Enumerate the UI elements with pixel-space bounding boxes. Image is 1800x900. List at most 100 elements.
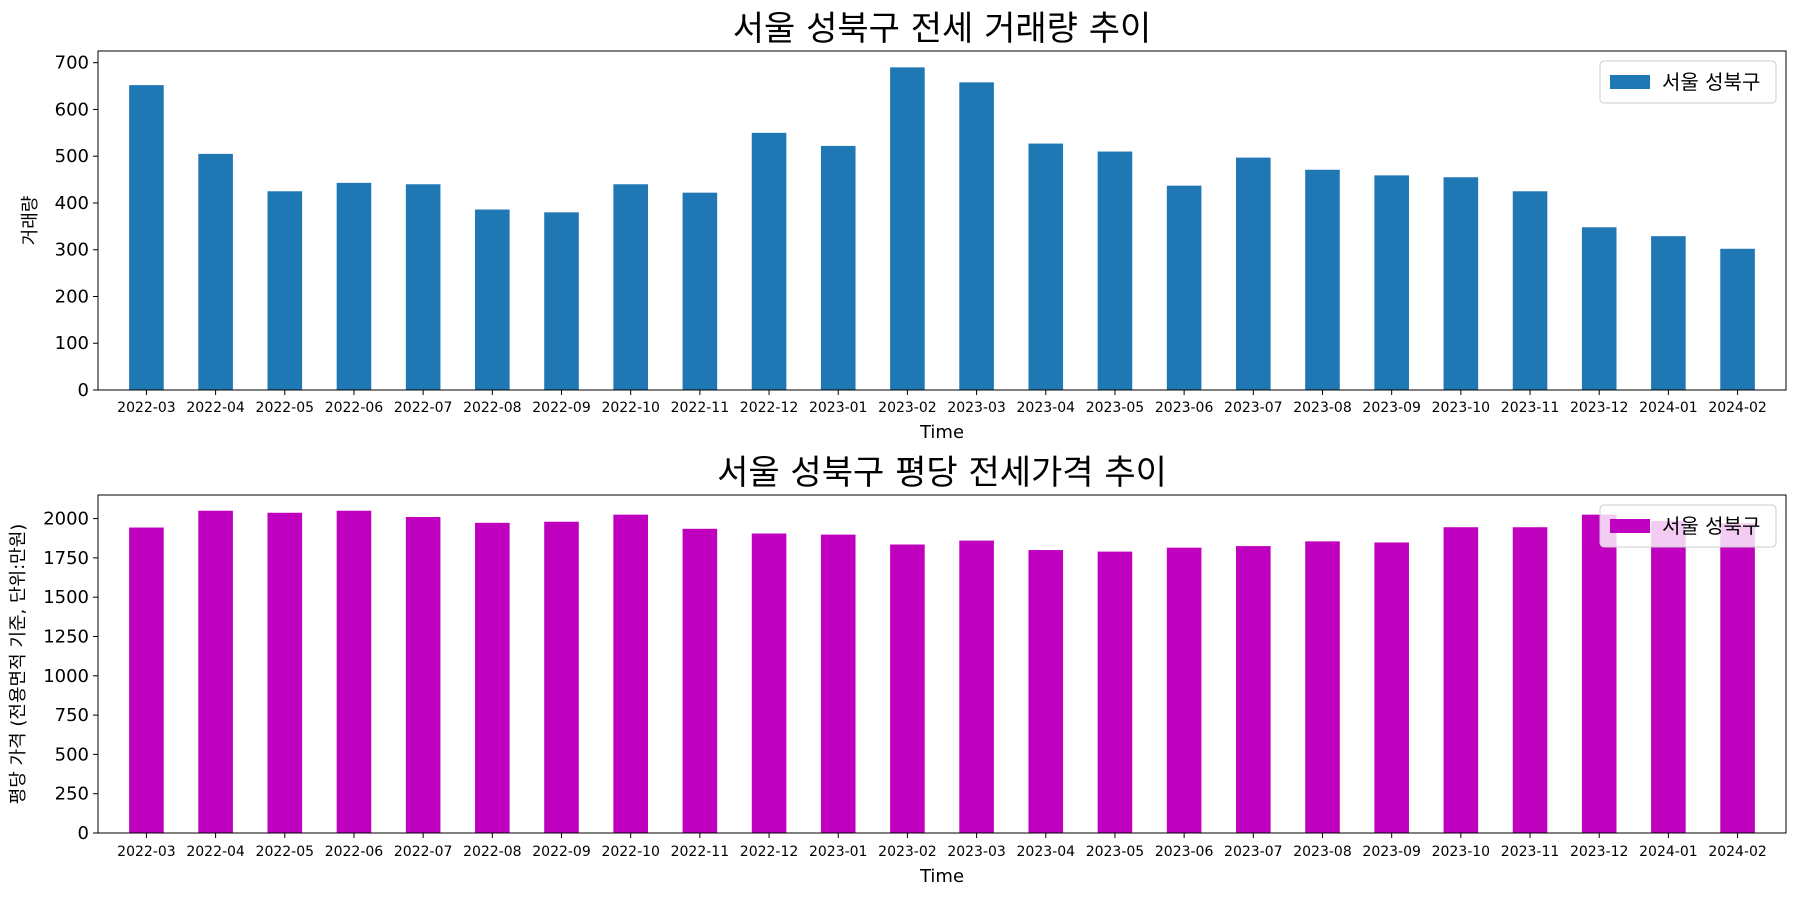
bar-2022-05 [267, 191, 303, 390]
legend: 서울 성북구 [1599, 504, 1777, 548]
legend: 서울 성북구 [1599, 60, 1777, 104]
y-tick-label: 1750 [43, 548, 89, 569]
x-tick-label: 2023-03 [947, 400, 1006, 416]
x-tick-label: 2023-08 [1293, 844, 1352, 860]
x-tick-label: 2023-08 [1293, 400, 1352, 416]
legend-label: 서울 성북구 [1662, 514, 1760, 538]
x-tick-label: 2022-10 [601, 844, 660, 860]
bar-2022-07 [405, 517, 441, 833]
bar-2023-09 [1374, 542, 1409, 833]
x-tick-label: 2022-04 [186, 400, 245, 416]
y-tick-label: 300 [55, 240, 89, 261]
bar-2022-04 [198, 510, 233, 833]
x-tick-label: 2023-11 [1501, 844, 1560, 860]
x-tick-label: 2023-05 [1086, 844, 1145, 860]
x-tick-label: 2022-12 [740, 400, 799, 416]
x-tick-label: 2022-09 [532, 400, 591, 416]
x-tick-label: 2022-03 [117, 400, 176, 416]
y-tick-label: 500 [55, 744, 89, 765]
plot-frame [97, 494, 1787, 834]
x-tick-label: 2024-01 [1639, 844, 1698, 860]
x-tick-label: 2022-06 [325, 844, 384, 860]
x-tick-label: 2023-11 [1501, 400, 1560, 416]
bar-2023-04 [1028, 143, 1064, 390]
legend-box [1599, 60, 1777, 104]
y-tick-label: 250 [55, 784, 89, 805]
bar-2022-03 [129, 527, 164, 833]
bar-2022-12 [751, 132, 787, 391]
chart-1: 서울 성북구 전세 거래량 추이 2022-03 2022-04 2022-05 202… [20, 9, 1787, 443]
legend-label: 서울 성북구 [1662, 70, 1760, 94]
bar-2023-07 [1236, 546, 1271, 833]
bar-group [129, 510, 1755, 833]
bar-2023-10 [1443, 177, 1479, 390]
y-tick-label: 0 [78, 823, 89, 844]
y-tick-label: 200 [55, 286, 89, 307]
bar-2022-07 [405, 184, 441, 390]
x-axis-label: Time [919, 422, 964, 443]
bar-2023-01 [820, 534, 856, 833]
bar-2023-10 [1443, 527, 1479, 833]
x-tick-label: 2023-02 [878, 400, 937, 416]
legend-box [1599, 504, 1777, 548]
bar-2022-08 [475, 522, 510, 833]
x-tick-label: 2023-06 [1155, 400, 1214, 416]
bar-2024-01 [1651, 236, 1686, 390]
x-tick-label: 2022-11 [671, 400, 730, 416]
x-tick-label: 2022-05 [256, 400, 315, 416]
bar-2023-04 [1028, 550, 1064, 833]
x-tick-label: 2022-03 [117, 844, 176, 860]
bar-2022-03 [129, 85, 164, 391]
y-tick-label: 400 [55, 193, 89, 214]
x-tick-label: 2023-01 [809, 400, 868, 416]
bar-2022-11 [682, 528, 718, 833]
legend-swatch [1610, 519, 1650, 533]
bar-2022-06 [336, 510, 372, 833]
y-tick-label: 1500 [43, 587, 89, 608]
x-tick-label: 2023-10 [1432, 400, 1491, 416]
x-tick-label: 2024-02 [1708, 400, 1767, 416]
x-tick-label: 2024-01 [1639, 400, 1698, 416]
x-tick-label: 2022-04 [186, 844, 245, 860]
chart-title: 서울 성북구 전세 거래량 추이 [733, 9, 1152, 49]
bar-2023-05 [1097, 151, 1133, 390]
x-tick-label: 2023-07 [1224, 844, 1283, 860]
x-tick-label: 2022-06 [325, 400, 384, 416]
bar-2023-12 [1581, 227, 1617, 390]
legend-swatch [1610, 75, 1650, 89]
bar-2022-12 [751, 533, 787, 833]
bar-2023-11 [1512, 191, 1548, 390]
bar-2023-05 [1097, 551, 1133, 833]
x-axis-label: Time [919, 866, 964, 887]
bar-2023-02 [890, 67, 925, 391]
bar-2022-09 [544, 212, 579, 390]
bar-2023-06 [1166, 547, 1202, 833]
x-tick-label: 2022-07 [394, 844, 453, 860]
x-tick-label: 2023-07 [1224, 400, 1283, 416]
bar-2023-06 [1166, 185, 1202, 390]
bar-2023-03 [959, 540, 994, 833]
y-axis-label: 거래량 [20, 196, 41, 246]
bar-2022-10 [613, 514, 648, 833]
x-tick-label: 2024-02 [1708, 844, 1767, 860]
x-tick-label: 2023-05 [1086, 400, 1145, 416]
y-tick-label: 1250 [43, 626, 89, 647]
y-tick-label: 1000 [43, 666, 89, 687]
y-axis-label: 평당 가격 (전용면적 기준, 단위:만원) [8, 524, 29, 805]
y-axis: 0 250 500 750 1000 1250 1500 1750 2000 [43, 509, 98, 844]
x-tick-label: 2022-05 [256, 844, 315, 860]
x-tick-label: 2023-12 [1570, 844, 1629, 860]
x-tick-label: 2023-12 [1570, 400, 1629, 416]
bar-2024-02 [1720, 523, 1755, 833]
plot-frame [97, 50, 1787, 391]
x-tick-label: 2022-11 [671, 844, 730, 860]
x-tick-label: 2023-06 [1155, 844, 1214, 860]
x-tick-label: 2023-01 [809, 844, 868, 860]
bar-2022-06 [336, 182, 372, 390]
x-tick-label: 2023-02 [878, 844, 937, 860]
bar-2024-01 [1651, 520, 1686, 833]
bar-2023-07 [1236, 157, 1271, 390]
x-tick-label: 2022-09 [532, 844, 591, 860]
